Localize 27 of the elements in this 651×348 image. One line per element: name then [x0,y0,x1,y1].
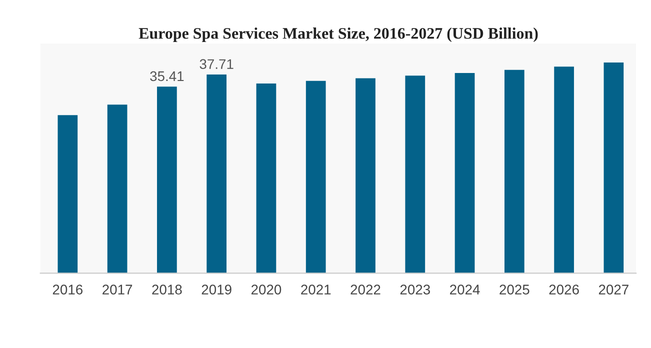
x-tick-label: 2022 [350,284,380,294]
x-tick-label: 2017 [102,284,132,294]
bar [356,78,376,274]
x-tick-label: 2021 [301,284,331,294]
bar [604,62,624,274]
x-tick-label: 2023 [400,284,430,294]
bar [306,80,326,274]
chart-title: Europe Spa Services Market Size, 2016-2027 (USD Billion) [138,28,538,42]
bar [58,115,78,274]
bar [554,66,574,274]
bar [206,74,227,274]
bar [454,73,475,274]
data-label: 37.71 [200,59,234,70]
data-label: 35.41 [150,71,184,82]
bar [157,86,177,274]
x-tick-label: 2026 [549,284,579,294]
bar [504,70,524,274]
x-tick-label: 2016 [52,284,83,294]
x-tick-label: 2019 [202,284,232,294]
bar [405,76,426,274]
x-tick-label: 2020 [251,284,282,294]
x-tick-label: 2024 [450,284,480,294]
x-tick-label: 2027 [598,284,628,294]
x-tick-label: 2025 [500,284,530,294]
bar [256,84,276,274]
bar [107,104,128,274]
x-tick-label: 2018 [152,284,182,294]
